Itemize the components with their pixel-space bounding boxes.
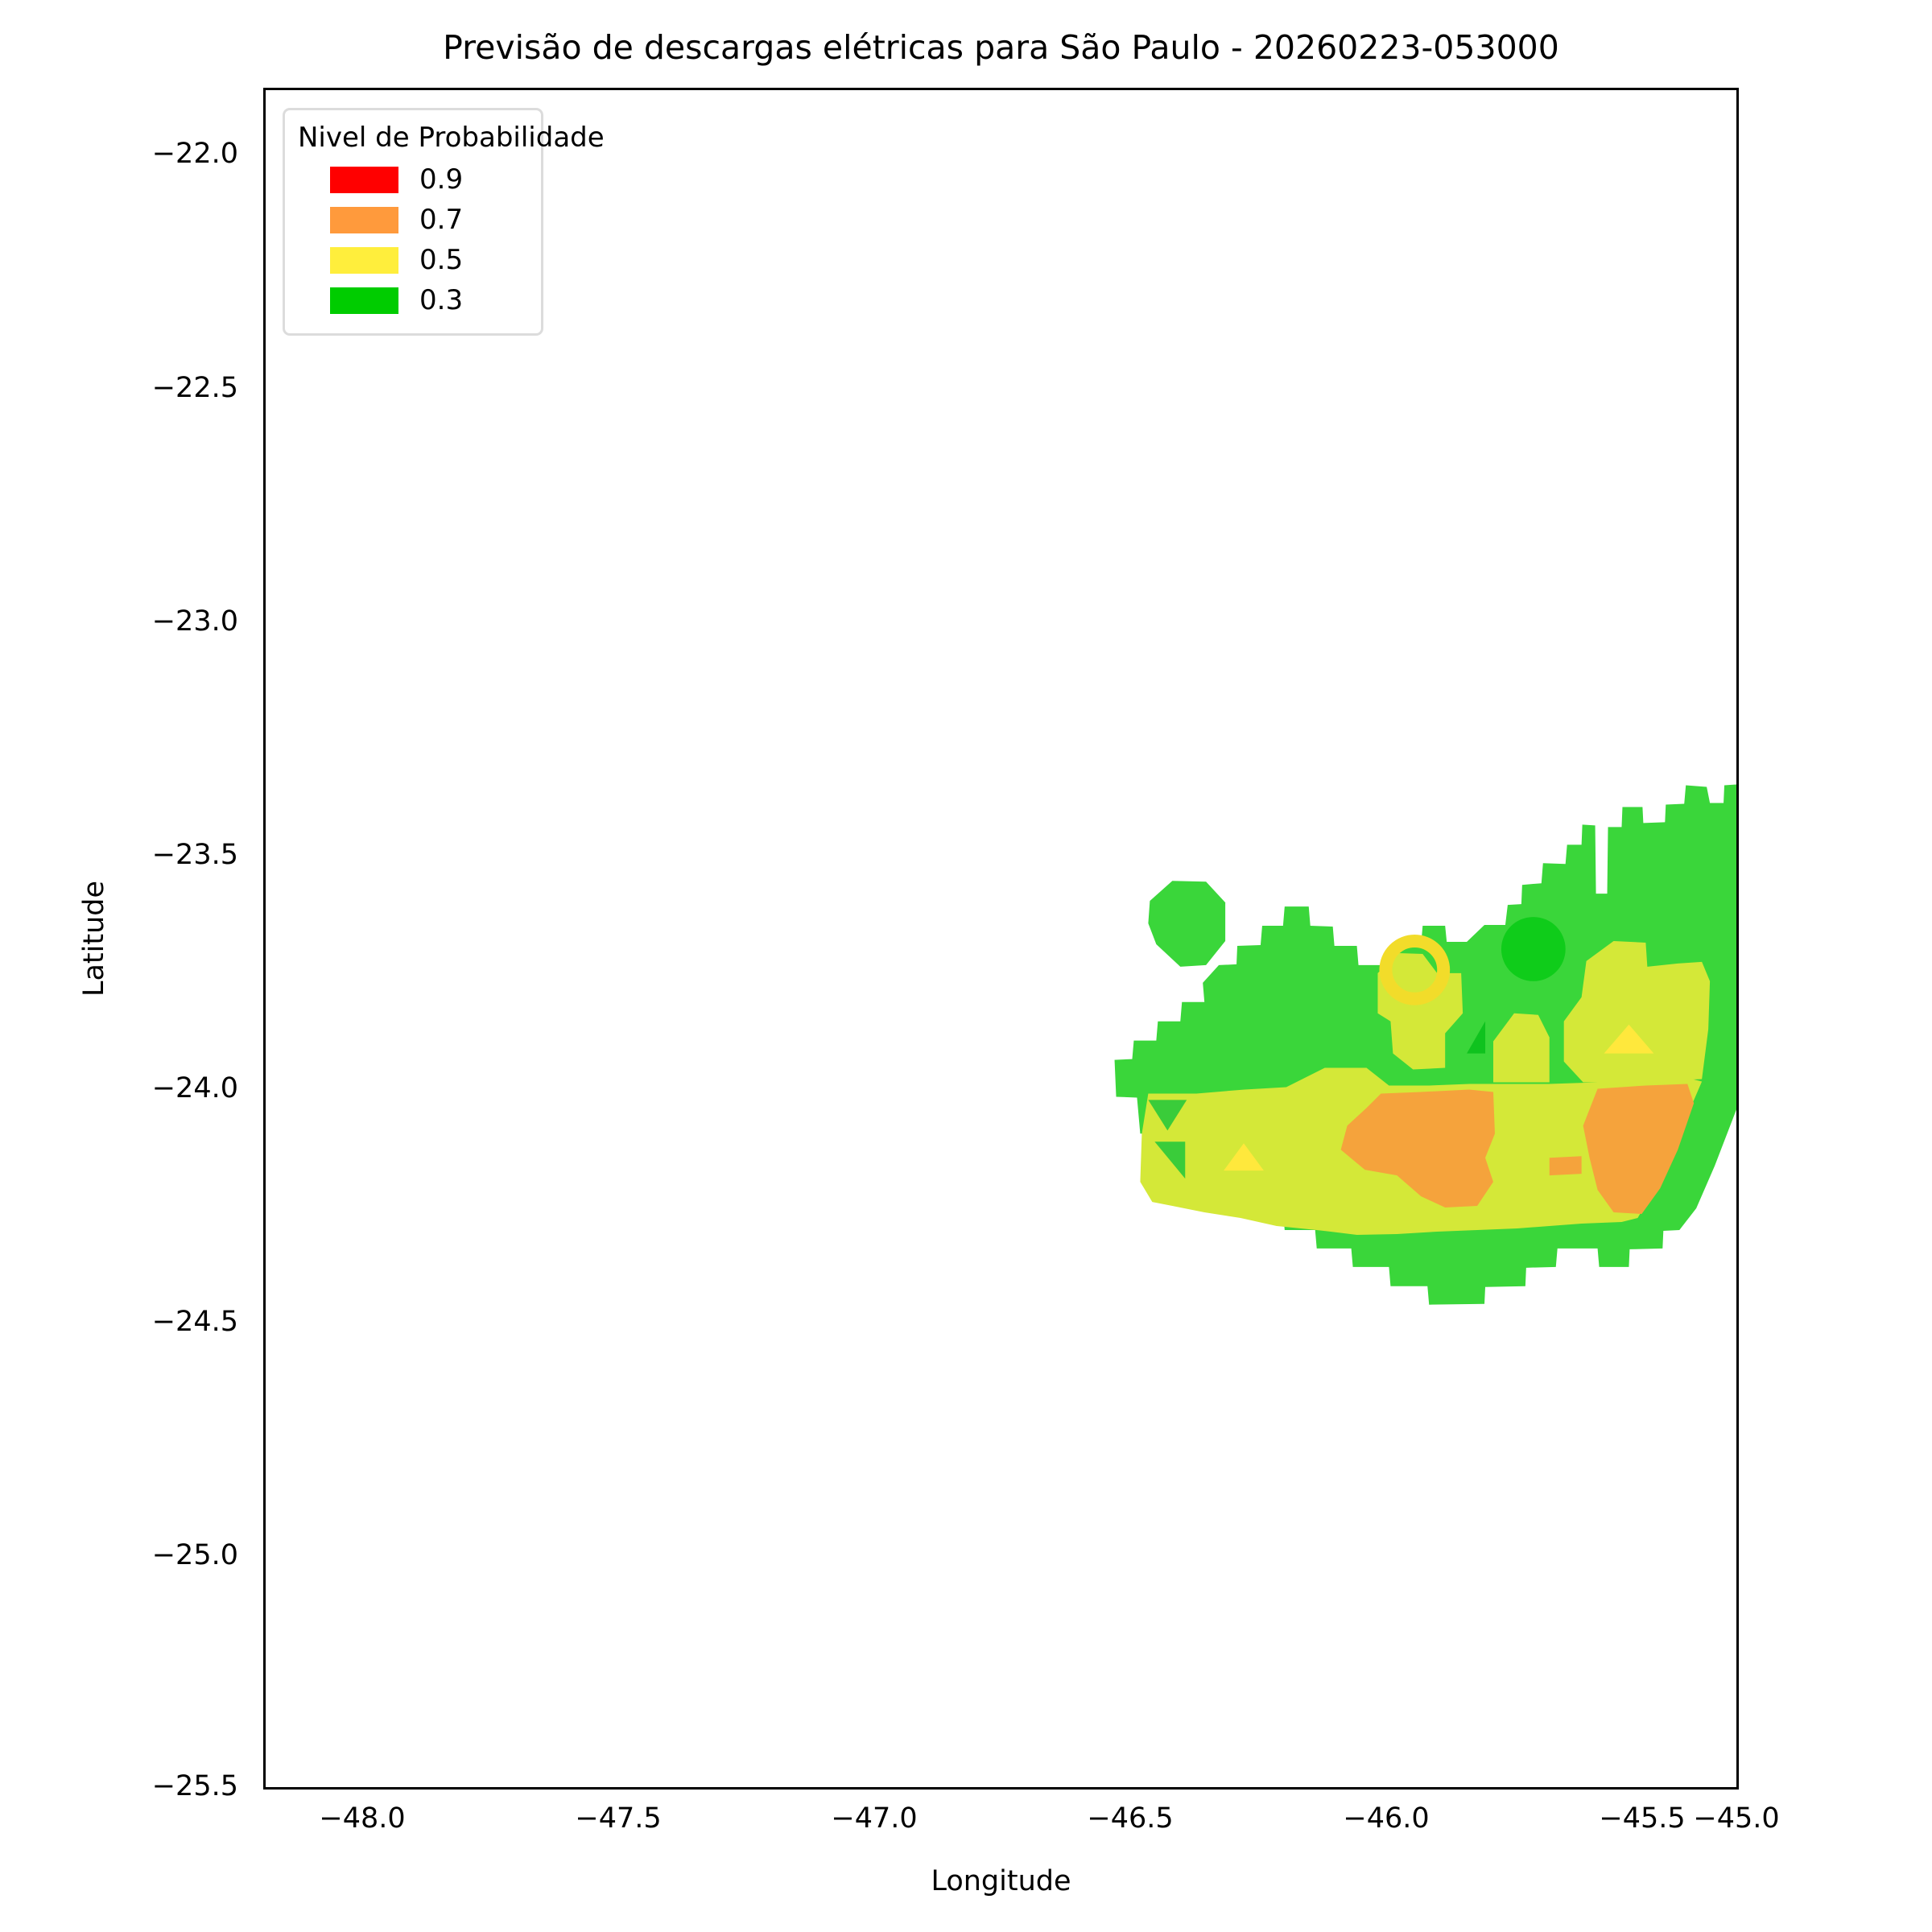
legend-item-label: 0.5 (419, 244, 464, 276)
x-tick-label: −46.5 (1087, 1802, 1174, 1835)
x-tick-label: −45.5 (1599, 1802, 1686, 1835)
legend-swatch-icon (330, 246, 398, 274)
y-tick-label: −25.5 (151, 1770, 238, 1802)
contour-marker-yellow-ring (1379, 935, 1451, 1005)
contour-path-0_3-lobe (1148, 881, 1226, 967)
contour-marker-yellow-triangle-right (1604, 1024, 1654, 1054)
y-tick-label: −22.5 (151, 372, 238, 404)
legend-item-2[interactable]: 0.5 (296, 240, 530, 280)
plot-area[interactable]: Nivel de Probabilidade 0.9 0.7 0.5 0.3 (263, 88, 1739, 1790)
contour-path-0_7-east (1583, 1084, 1695, 1215)
contour-marker-dark-green-circle (1501, 917, 1566, 981)
legend-item-label: 0.7 (419, 204, 464, 236)
x-tick-label: −48.0 (319, 1802, 406, 1835)
x-axis-label: Longitude (931, 1865, 1071, 1897)
page-title: Previsão de descargas elétricas para São… (443, 28, 1559, 67)
legend-item-1[interactable]: 0.7 (296, 200, 530, 240)
y-tick-label: −22.0 (151, 138, 238, 170)
y-tick-label: −24.5 (151, 1306, 238, 1338)
contour-marker-green-notch-a (1148, 1100, 1187, 1131)
y-axis-label: Latitude (78, 880, 110, 997)
legend-swatch-icon (330, 287, 398, 314)
legend-item-label: 0.3 (419, 284, 464, 316)
y-tick-label: −23.5 (151, 839, 238, 871)
legend-title: Nivel de Probabilidade (298, 122, 605, 154)
legend-item-0[interactable]: 0.9 (296, 159, 530, 200)
x-tick-label: −47.5 (575, 1802, 662, 1835)
legend-swatch-icon (330, 206, 398, 233)
legend[interactable]: Nivel de Probabilidade 0.9 0.7 0.5 0.3 (283, 108, 605, 336)
contour-region-level-0_7 (1340, 1084, 1695, 1215)
contour-marker-yellow-triangle-left (1224, 1143, 1264, 1171)
y-tick-label: −23.0 (151, 605, 238, 638)
x-tick-label: −46.0 (1343, 1802, 1430, 1835)
x-tick-label: −47.0 (831, 1802, 918, 1835)
contour-path-0_7-west (1340, 1089, 1495, 1208)
y-tick-label: −25.0 (151, 1539, 238, 1571)
legend-swatch-icon (330, 166, 398, 193)
contour-path-0_7-dash (1549, 1156, 1582, 1176)
y-tick-label: −24.0 (151, 1072, 238, 1104)
legend-item-3[interactable]: 0.3 (296, 280, 530, 320)
contour-path-0_5-right (1563, 940, 1711, 1083)
legend-item-label: 0.9 (419, 163, 464, 196)
contour-path-0_5-wedge (1492, 1013, 1550, 1083)
x-tick-label: −45.0 (1693, 1802, 1780, 1835)
contour-filled-layer (1114, 784, 1736, 1305)
